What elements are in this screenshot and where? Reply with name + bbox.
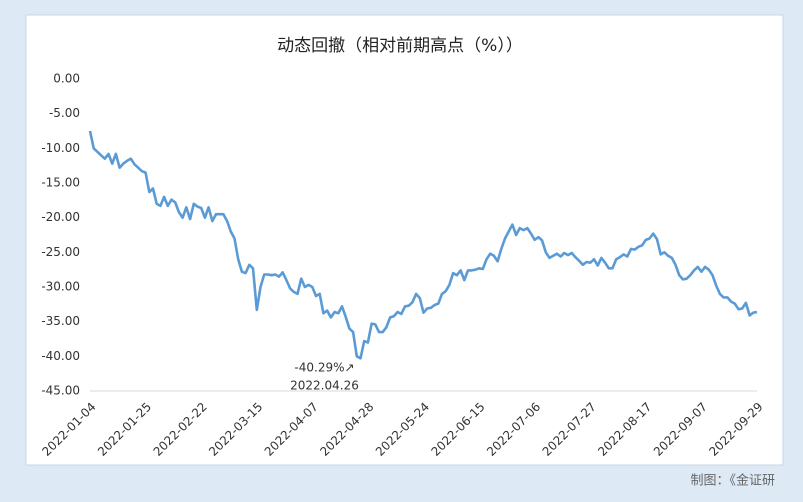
source: 制图：《金证研 (690, 473, 775, 489)
y-tick-label: -5.00 (49, 106, 80, 120)
chart-area (25, 14, 784, 466)
y-tick-label: -10.00 (41, 141, 80, 155)
y-tick-label: -25.00 (41, 245, 80, 259)
chart-title: 动态回撤（相对前期高点（%）） (277, 36, 523, 56)
y-tick-label: -20.00 (41, 210, 80, 224)
y-tick-label: -30.00 (41, 280, 80, 294)
y-tick-label: 0.00 (53, 72, 80, 86)
y-tick-label: -45.00 (41, 384, 80, 398)
y-tick-label: -15.00 (41, 176, 80, 190)
line (88, 130, 758, 360)
annotation-date: 2022.04.26 (290, 379, 359, 393)
annotation-value: -40.29%↗ (294, 361, 354, 375)
y-tick-label: -40.00 (41, 349, 80, 363)
y-tick-label: -35.00 (41, 314, 80, 328)
